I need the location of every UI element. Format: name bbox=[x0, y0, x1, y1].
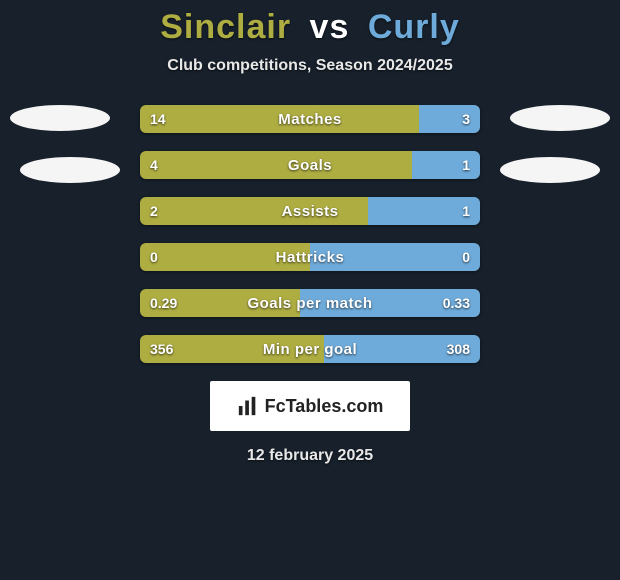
stat-row: Assists21 bbox=[140, 197, 480, 225]
bar-chart-icon bbox=[237, 395, 259, 417]
bar-left-fill bbox=[140, 105, 419, 133]
bar-left-fill bbox=[140, 197, 368, 225]
bar-right-fill bbox=[300, 289, 480, 317]
player1-name: Sinclair bbox=[160, 8, 291, 46]
subtitle-text: Club competitions, Season 2024/2025 bbox=[0, 57, 620, 75]
player2-club-oval bbox=[500, 157, 600, 183]
bar-right-fill bbox=[412, 151, 480, 179]
stat-row: Hattricks00 bbox=[140, 243, 480, 271]
date-text: 12 february 2025 bbox=[0, 447, 620, 465]
player1-club-oval bbox=[20, 157, 120, 183]
bar-left-fill bbox=[140, 289, 300, 317]
stat-row: Min per goal356308 bbox=[140, 335, 480, 363]
chart-area: Matches143 Goals41 Assists21 Hattricks00 Goa… bbox=[0, 105, 620, 363]
bar-right-fill bbox=[419, 105, 480, 133]
stat-row: Goals41 bbox=[140, 151, 480, 179]
vs-text: vs bbox=[310, 8, 350, 46]
bar-right-fill bbox=[310, 243, 480, 271]
stat-row: Matches143 bbox=[140, 105, 480, 133]
stat-bars-container: Matches143 Goals41 Assists21 Hattricks00 Goa… bbox=[140, 105, 480, 363]
logo-text: FcTables.com bbox=[265, 396, 384, 417]
bar-left-fill bbox=[140, 335, 324, 363]
player2-name: Curly bbox=[368, 8, 460, 46]
bar-left-fill bbox=[140, 243, 310, 271]
fctables-logo: FcTables.com bbox=[210, 381, 410, 431]
stat-row: Goals per match0.290.33 bbox=[140, 289, 480, 317]
player2-avatar-oval bbox=[510, 105, 610, 131]
comparison-title: Sinclair vs Curly bbox=[0, 0, 620, 47]
bar-right-fill bbox=[368, 197, 480, 225]
bar-right-fill bbox=[324, 335, 480, 363]
player1-avatar-oval bbox=[10, 105, 110, 131]
bar-left-fill bbox=[140, 151, 412, 179]
